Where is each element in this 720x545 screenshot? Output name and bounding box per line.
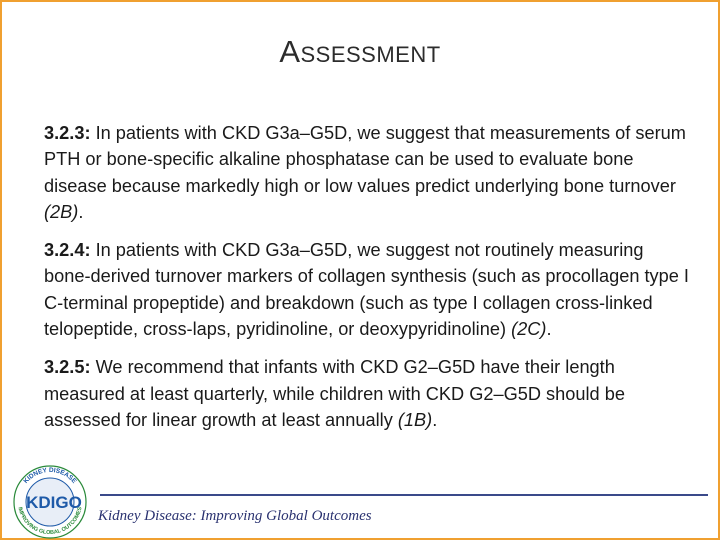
recommendation-item: 3.2.5: We recommend that infants with CK… (44, 354, 694, 433)
recommendation-text: In patients with CKD G3a–G5D, we suggest… (44, 123, 686, 196)
recommendation-grade: (2C) (511, 319, 547, 340)
recommendations-list: 3.2.3: In patients with CKD G3a–G5D, we … (44, 120, 694, 445)
recommendation-item: 3.2.4: In patients with CKD G3a–G5D, we … (44, 237, 694, 342)
footer-tagline: Kidney Disease: Improving Global Outcome… (98, 508, 372, 524)
recommendation-end: . (432, 409, 438, 430)
kdigo-logo: KIDNEY DISEASE IMPROVING GLOBAL OUTCOMES… (10, 460, 96, 540)
recommendation-grade: (2B) (44, 201, 79, 222)
recommendation-grade: (1B) (397, 409, 433, 430)
footer-rule (100, 494, 708, 496)
slide-title: Assessment (279, 34, 441, 69)
recommendation-text: In patients with CKD G3a–G5D, we suggest… (44, 240, 689, 340)
recommendation-end: . (78, 201, 84, 222)
recommendation-number: 3.2.3: (44, 123, 91, 143)
recommendation-text: We recommend that infants with CKD G2–G5… (44, 357, 625, 430)
kdigo-logo-graphic: KIDNEY DISEASE IMPROVING GLOBAL OUTCOMES… (13, 465, 87, 539)
recommendation-number: 3.2.4: (44, 240, 91, 261)
recommendation-end: . (546, 319, 552, 340)
recommendation-number: 3.2.5: (44, 357, 91, 378)
logo-wordmark: KDIGO (26, 493, 82, 512)
recommendation-item: 3.2.3: In patients with CKD G3a–G5D, we … (44, 120, 694, 225)
